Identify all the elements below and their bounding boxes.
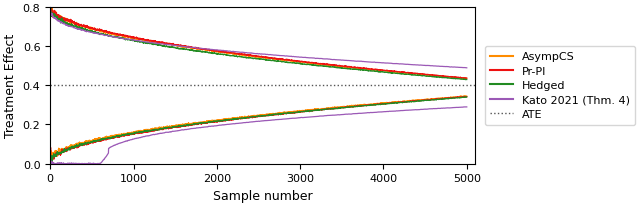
Legend: AsympCS, Pr-PI, Hedged, Kato 2021 (Thm. 4), ATE: AsympCS, Pr-PI, Hedged, Kato 2021 (Thm. … (485, 47, 635, 125)
X-axis label: Sample number: Sample number (213, 189, 312, 202)
Y-axis label: Treatment Effect: Treatment Effect (4, 34, 17, 138)
